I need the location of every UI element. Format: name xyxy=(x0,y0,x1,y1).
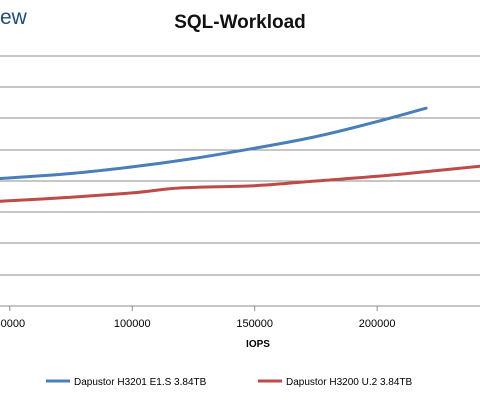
brand-logo-text: ew xyxy=(0,6,27,29)
series-line-1 xyxy=(0,106,428,180)
x-tick-label: 100000 xyxy=(114,318,151,330)
series-line-2 xyxy=(0,164,480,203)
legend: Dapustor H3201 E1.S 3.84TB Dapustor H320… xyxy=(46,377,413,388)
x-axis-label: IOPS xyxy=(246,339,270,350)
series-lines xyxy=(0,106,480,203)
gridlines xyxy=(0,55,480,307)
x-tick-label: 150000 xyxy=(236,318,273,330)
legend-label-series-1: Dapustor H3201 E1.S 3.84TB xyxy=(74,377,207,388)
chart-title: SQL-Workload xyxy=(174,12,306,33)
x-axis-ticks: 50000 100000 150000 200000 xyxy=(0,306,396,330)
legend-label-series-2: Dapustor H3200 U.2 3.84TB xyxy=(286,377,413,388)
x-tick-label: 200000 xyxy=(359,318,396,330)
x-tick-label: 50000 xyxy=(0,318,25,330)
